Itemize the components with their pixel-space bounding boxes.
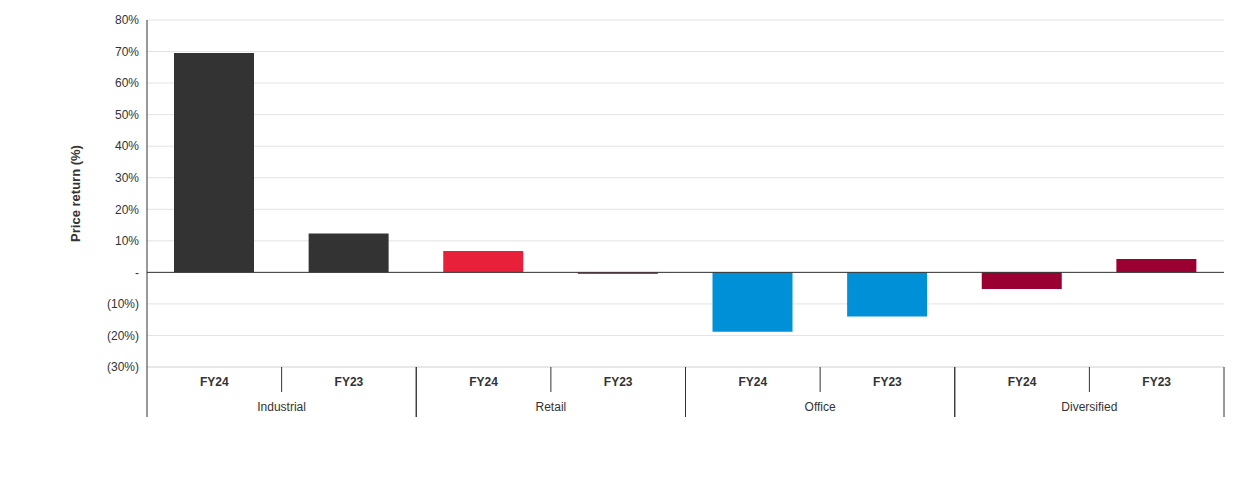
svg-text:(10%): (10%)	[107, 297, 139, 311]
svg-text:Office: Office	[805, 400, 836, 414]
svg-text:FY24: FY24	[1008, 375, 1037, 389]
svg-text:-: -	[135, 266, 139, 280]
svg-text:FY24: FY24	[738, 375, 767, 389]
svg-text:FY23: FY23	[1142, 375, 1171, 389]
svg-text:FY24: FY24	[469, 375, 498, 389]
svg-text:FY23: FY23	[335, 375, 364, 389]
svg-text:Industrial: Industrial	[257, 400, 306, 414]
svg-text:Diversified: Diversified	[1061, 400, 1117, 414]
svg-text:FY24: FY24	[200, 375, 229, 389]
svg-text:FY23: FY23	[873, 375, 902, 389]
svg-text:10%: 10%	[115, 234, 139, 248]
svg-text:70%: 70%	[115, 45, 139, 59]
svg-text:20%: 20%	[115, 203, 139, 217]
svg-text:30%: 30%	[115, 171, 139, 185]
svg-text:60%: 60%	[115, 76, 139, 90]
svg-text:Retail: Retail	[536, 400, 567, 414]
svg-text:FY23: FY23	[604, 375, 633, 389]
svg-text:80%: 80%	[115, 13, 139, 27]
svg-text:Price return (%): Price return (%)	[68, 145, 83, 242]
svg-text:(20%): (20%)	[107, 329, 139, 343]
svg-text:50%: 50%	[115, 108, 139, 122]
svg-text:(30%): (30%)	[107, 360, 139, 374]
svg-text:40%: 40%	[115, 139, 139, 153]
